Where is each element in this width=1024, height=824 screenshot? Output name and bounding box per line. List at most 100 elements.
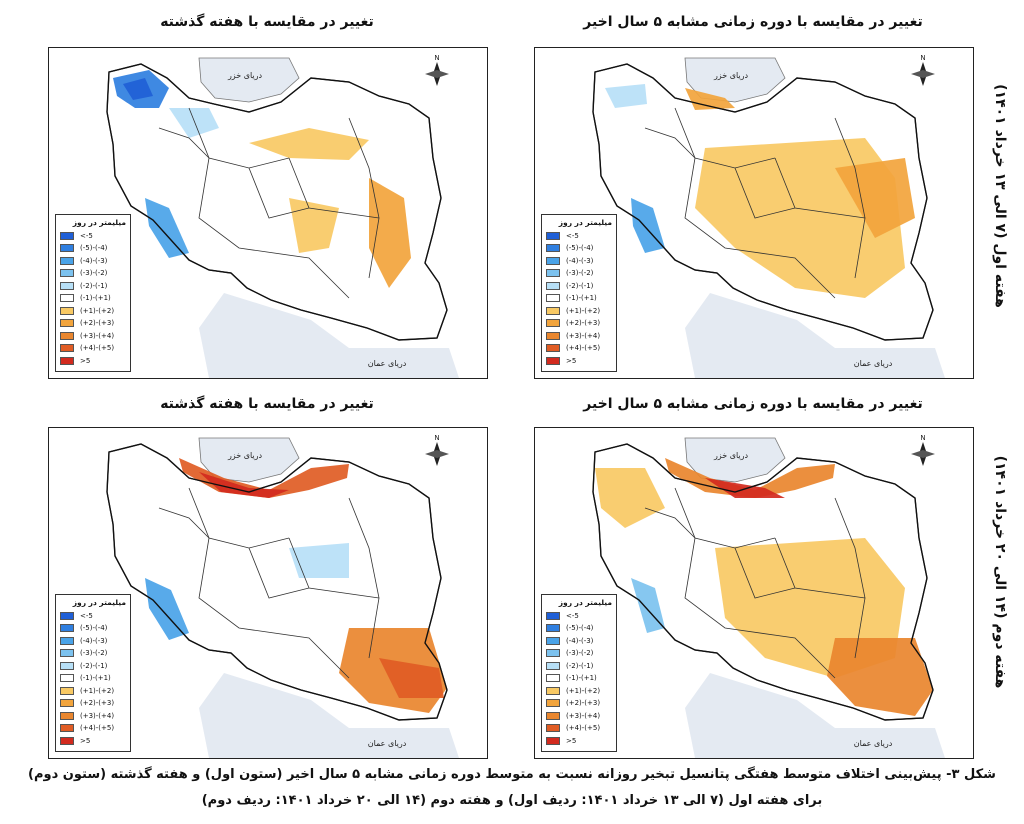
value-region bbox=[145, 578, 189, 640]
legend-item: (+2)-(+3) bbox=[546, 697, 612, 710]
panel-title-week1-last-week: تغییر در مقایسه با هفته گذشته bbox=[160, 14, 374, 30]
legend-item: (-4)-(-3) bbox=[546, 255, 612, 268]
legend-swatch bbox=[546, 344, 560, 353]
legend-swatch bbox=[60, 736, 74, 745]
legend: میلیمتر در روز <-5 (-5)-(-4) (-4)-(-3) (-3)-… bbox=[541, 213, 617, 372]
province-border bbox=[348, 117, 380, 279]
province-border bbox=[188, 487, 290, 549]
legend-label: (-2)-(-1) bbox=[566, 661, 594, 670]
legend-swatch bbox=[546, 231, 560, 240]
legend-item: (+2)-(+3) bbox=[60, 317, 126, 330]
legend-item: <-5 bbox=[546, 610, 612, 623]
map-panel-week1-last-week: دریای خزر دریای عمان N میلیمتر در روز <-5 (-… bbox=[48, 47, 488, 379]
legend-title: میلیمتر در روز bbox=[558, 597, 612, 607]
legend-label: (-3)-(-2) bbox=[80, 269, 108, 278]
legend-item: (+1)-(+2) bbox=[546, 305, 612, 318]
legend-item: (-1)-(+1) bbox=[60, 672, 126, 685]
legend-label: (+2)-(+3) bbox=[566, 699, 601, 708]
value-region bbox=[379, 658, 444, 698]
legend-label: (-2)-(-1) bbox=[566, 281, 594, 290]
figure-caption-line2: برای هفته اول (۷ الی ۱۳ خرداد ۱۴۰۱: ردیف… bbox=[201, 793, 823, 808]
caspian-label: دریای خزر bbox=[713, 71, 749, 80]
legend-label: (+3)-(+4) bbox=[566, 331, 601, 340]
legend-swatch bbox=[60, 674, 74, 683]
legend-swatch bbox=[546, 724, 560, 733]
caspian-label: دریای خزر bbox=[227, 451, 263, 460]
legend-label: (-1)-(+1) bbox=[566, 294, 597, 303]
legend-label: (+2)-(+3) bbox=[80, 699, 115, 708]
legend-item: (-5)-(-4) bbox=[546, 622, 612, 635]
legend-swatch bbox=[60, 319, 74, 328]
legend-label: (-1)-(+1) bbox=[80, 674, 111, 683]
caspian-label: دریای خزر bbox=[713, 451, 749, 460]
legend-swatch bbox=[546, 611, 560, 620]
legend-swatch bbox=[60, 331, 74, 340]
legend-swatch bbox=[546, 356, 560, 365]
caspian-sea bbox=[684, 57, 786, 103]
north-arrow-icon: N bbox=[911, 54, 935, 86]
legend-label: (+4)-(+5) bbox=[80, 344, 115, 353]
oman-sea-label: دریای عمان bbox=[368, 739, 407, 748]
persian-gulf bbox=[685, 673, 835, 758]
legend-label: (-1)-(+1) bbox=[80, 294, 111, 303]
oman-sea bbox=[795, 348, 945, 378]
legend-item: (-1)-(+1) bbox=[60, 292, 126, 305]
legend-swatch bbox=[546, 649, 560, 658]
value-region bbox=[605, 84, 647, 108]
legend-item: <-5 bbox=[546, 230, 612, 243]
legend-item: (-5)-(-4) bbox=[60, 242, 126, 255]
legend-label: (+4)-(+5) bbox=[566, 724, 601, 733]
country-border bbox=[106, 443, 448, 721]
country-border bbox=[592, 443, 934, 721]
legend-swatch bbox=[60, 281, 74, 290]
legend-label: >5 bbox=[566, 736, 577, 745]
legend-label: (+1)-(+2) bbox=[566, 306, 601, 315]
north-label: N bbox=[920, 54, 925, 62]
caspian-sea bbox=[198, 57, 300, 103]
legend-swatch bbox=[546, 269, 560, 278]
legend-swatch bbox=[546, 244, 560, 253]
value-region bbox=[123, 78, 153, 100]
legend-item: >5 bbox=[60, 355, 126, 368]
legend-item: (-3)-(-2) bbox=[60, 267, 126, 280]
legend-swatch bbox=[60, 661, 74, 670]
legend-item: (+2)-(+3) bbox=[60, 697, 126, 710]
province-border bbox=[834, 497, 866, 659]
province-border bbox=[348, 497, 380, 659]
legend-swatch bbox=[60, 356, 74, 365]
legend-swatch bbox=[546, 674, 560, 683]
value-region bbox=[827, 638, 933, 716]
legend-label: <-5 bbox=[566, 611, 579, 620]
legend: میلیمتر در روز <-5 (-5)-(-4) (-4)-(-3) (-3)-… bbox=[55, 213, 131, 372]
legend-swatch bbox=[60, 269, 74, 278]
province-border bbox=[734, 167, 796, 219]
province-border bbox=[674, 487, 776, 549]
province-border bbox=[834, 117, 866, 279]
legend-item: (+4)-(+5) bbox=[546, 722, 612, 735]
province-border bbox=[248, 547, 310, 599]
oman-sea bbox=[309, 728, 459, 758]
row-label-week2: هفته دوم (۱۴ الی ۲۰ خرداد ۱۴۰۱) bbox=[992, 455, 1008, 689]
persian-gulf bbox=[685, 293, 835, 378]
value-region bbox=[665, 458, 835, 498]
legend-label: (+4)-(+5) bbox=[80, 724, 115, 733]
legend-label: (+3)-(+4) bbox=[80, 711, 115, 720]
legend-swatch bbox=[546, 736, 560, 745]
legend-label: (-4)-(-3) bbox=[80, 636, 108, 645]
north-arrow-icon: N bbox=[911, 434, 935, 466]
legend-item: (-1)-(+1) bbox=[546, 672, 612, 685]
value-region bbox=[199, 472, 289, 498]
legend-item: (-4)-(-3) bbox=[546, 635, 612, 648]
legend-swatch bbox=[546, 319, 560, 328]
province-border bbox=[644, 507, 696, 539]
legend-label: (-1)-(+1) bbox=[566, 674, 597, 683]
legend-swatch bbox=[60, 699, 74, 708]
legend-swatch bbox=[60, 294, 74, 303]
legend-swatch bbox=[546, 686, 560, 695]
map-panel-week2-5yr: دریای خزر دریای عمان N میلیمتر در روز <-5 (-… bbox=[534, 427, 974, 759]
legend-swatch bbox=[60, 624, 74, 633]
legend-label: (+3)-(+4) bbox=[566, 711, 601, 720]
legend-item: (+4)-(+5) bbox=[546, 342, 612, 355]
legend-label: (+1)-(+2) bbox=[566, 686, 601, 695]
legend-label: (+3)-(+4) bbox=[80, 331, 115, 340]
